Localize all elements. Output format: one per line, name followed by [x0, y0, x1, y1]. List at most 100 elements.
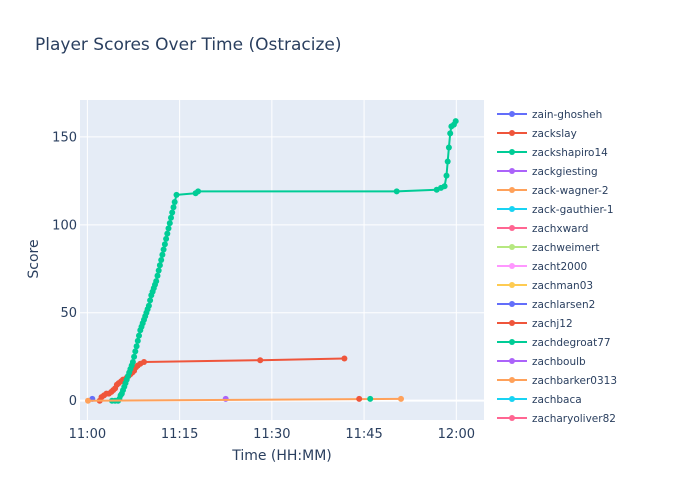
data-point[interactable]: [398, 395, 404, 402]
legend-label: zachxward: [532, 223, 588, 235]
y-tick-label: 50: [60, 306, 77, 321]
legend-label: zachlarsen2: [532, 299, 595, 311]
legend-item[interactable]: zack-gauthier-1: [497, 204, 614, 216]
legend-item[interactable]: zachj12: [497, 318, 573, 330]
legend-item[interactable]: zachbarker0313: [497, 375, 617, 387]
legend[interactable]: zain-ghosheh zackslay zackshapiro14 zackgie…: [490, 100, 700, 425]
data-point[interactable]: [141, 359, 147, 365]
chart-title: Player Scores Over Time (Ostracize): [35, 35, 342, 55]
legend-label: zachweimert: [532, 242, 599, 254]
data-point[interactable]: [163, 235, 170, 242]
legend-item[interactable]: zacht2000: [497, 261, 587, 273]
legend-item[interactable]: zackslay: [497, 128, 577, 140]
data-point[interactable]: [444, 158, 451, 165]
legend-marker: [509, 187, 515, 193]
data-point[interactable]: [171, 199, 178, 205]
legend-item[interactable]: zachlarsen2: [497, 299, 595, 311]
data-point[interactable]: [367, 395, 374, 402]
data-point[interactable]: [147, 297, 154, 304]
legend-label: zack-wagner-2: [532, 185, 609, 197]
legend-marker: [509, 130, 515, 136]
data-point[interactable]: [165, 225, 172, 232]
legend-item[interactable]: zachweimert: [497, 242, 599, 254]
data-point[interactable]: [195, 188, 202, 195]
data-point[interactable]: [156, 262, 163, 269]
data-point[interactable]: [133, 343, 140, 350]
legend-label: zacharyoliver82: [532, 413, 616, 425]
legend-marker: [509, 358, 515, 364]
legend-item[interactable]: zackshapiro14: [497, 147, 608, 159]
x-tick-label: 11:30: [253, 427, 290, 442]
x-tick-label: 11:15: [161, 427, 198, 442]
legend-marker: [509, 168, 515, 174]
data-point[interactable]: [134, 337, 141, 344]
data-point[interactable]: [136, 332, 142, 339]
legend-item[interactable]: zachman03: [497, 280, 593, 292]
data-point[interactable]: [341, 355, 348, 362]
data-point[interactable]: [173, 191, 180, 198]
data-point[interactable]: [131, 353, 138, 360]
data-point[interactable]: [257, 357, 264, 364]
data-point[interactable]: [168, 214, 174, 221]
x-tick-label: 11:00: [69, 427, 106, 442]
legend-item[interactable]: zackgiesting: [497, 166, 598, 178]
data-point[interactable]: [393, 188, 400, 195]
data-point[interactable]: [154, 272, 161, 279]
data-point[interactable]: [166, 220, 173, 227]
legend-label: zachman03: [532, 280, 593, 292]
legend-marker: [509, 225, 515, 231]
data-point[interactable]: [155, 267, 162, 274]
data-point[interactable]: [159, 251, 166, 258]
data-point[interactable]: [158, 257, 165, 263]
legend-item[interactable]: zachdegroat77: [497, 337, 611, 349]
legend-marker: [509, 301, 515, 307]
legend-marker: [509, 339, 515, 345]
legend-marker: [509, 149, 515, 155]
grid-lines: [80, 100, 484, 420]
y-tick-label: 0: [69, 394, 77, 409]
data-point[interactable]: [447, 130, 454, 137]
x-axis-label: Time (HH:MM): [231, 448, 332, 464]
legend-item[interactable]: zack-wagner-2: [497, 185, 609, 197]
legend-label: zachbaca: [532, 394, 582, 406]
legend-label: zachj12: [532, 318, 573, 330]
x-tick-label: 12:00: [438, 427, 475, 442]
y-tick-label: 150: [52, 130, 77, 145]
legend-item[interactable]: zacharyoliver82: [497, 413, 616, 425]
data-point[interactable]: [441, 183, 448, 190]
data-point[interactable]: [161, 241, 168, 248]
legend-marker: [509, 282, 515, 288]
data-point[interactable]: [169, 209, 176, 216]
legend-marker: [509, 320, 515, 326]
legend-marker: [509, 415, 515, 421]
legend-label: zacht2000: [532, 261, 587, 273]
legend-item[interactable]: zain-ghosheh: [497, 109, 602, 121]
data-point[interactable]: [145, 302, 152, 309]
data-point[interactable]: [443, 172, 450, 179]
legend-item[interactable]: zachboulb: [497, 356, 586, 368]
axes: 11:00 11:15 11:30 11:45 12:00 0 50 100 150: [52, 130, 475, 442]
data-point[interactable]: [129, 359, 136, 365]
legend-label: zackgiesting: [532, 166, 598, 178]
x-tick-label: 11:45: [345, 427, 382, 442]
plot-area[interactable]: [80, 100, 484, 420]
series-layer: [85, 118, 459, 404]
data-point[interactable]: [356, 395, 363, 402]
legend-item[interactable]: zachxward: [497, 223, 588, 235]
data-point[interactable]: [85, 397, 91, 404]
legend-label: zack-gauthier-1: [532, 204, 614, 216]
data-point[interactable]: [445, 144, 452, 151]
data-point[interactable]: [170, 204, 177, 211]
y-axis-label: Score: [26, 239, 42, 278]
data-point[interactable]: [160, 246, 167, 253]
legend-marker: [509, 111, 515, 117]
data-point[interactable]: [452, 118, 459, 125]
series-line: [87, 397, 402, 402]
data-point[interactable]: [132, 348, 139, 355]
data-point[interactable]: [164, 230, 171, 237]
y-tick-label: 100: [52, 218, 77, 233]
legend-item[interactable]: zachbaca: [497, 394, 582, 406]
data-point[interactable]: [153, 278, 160, 285]
